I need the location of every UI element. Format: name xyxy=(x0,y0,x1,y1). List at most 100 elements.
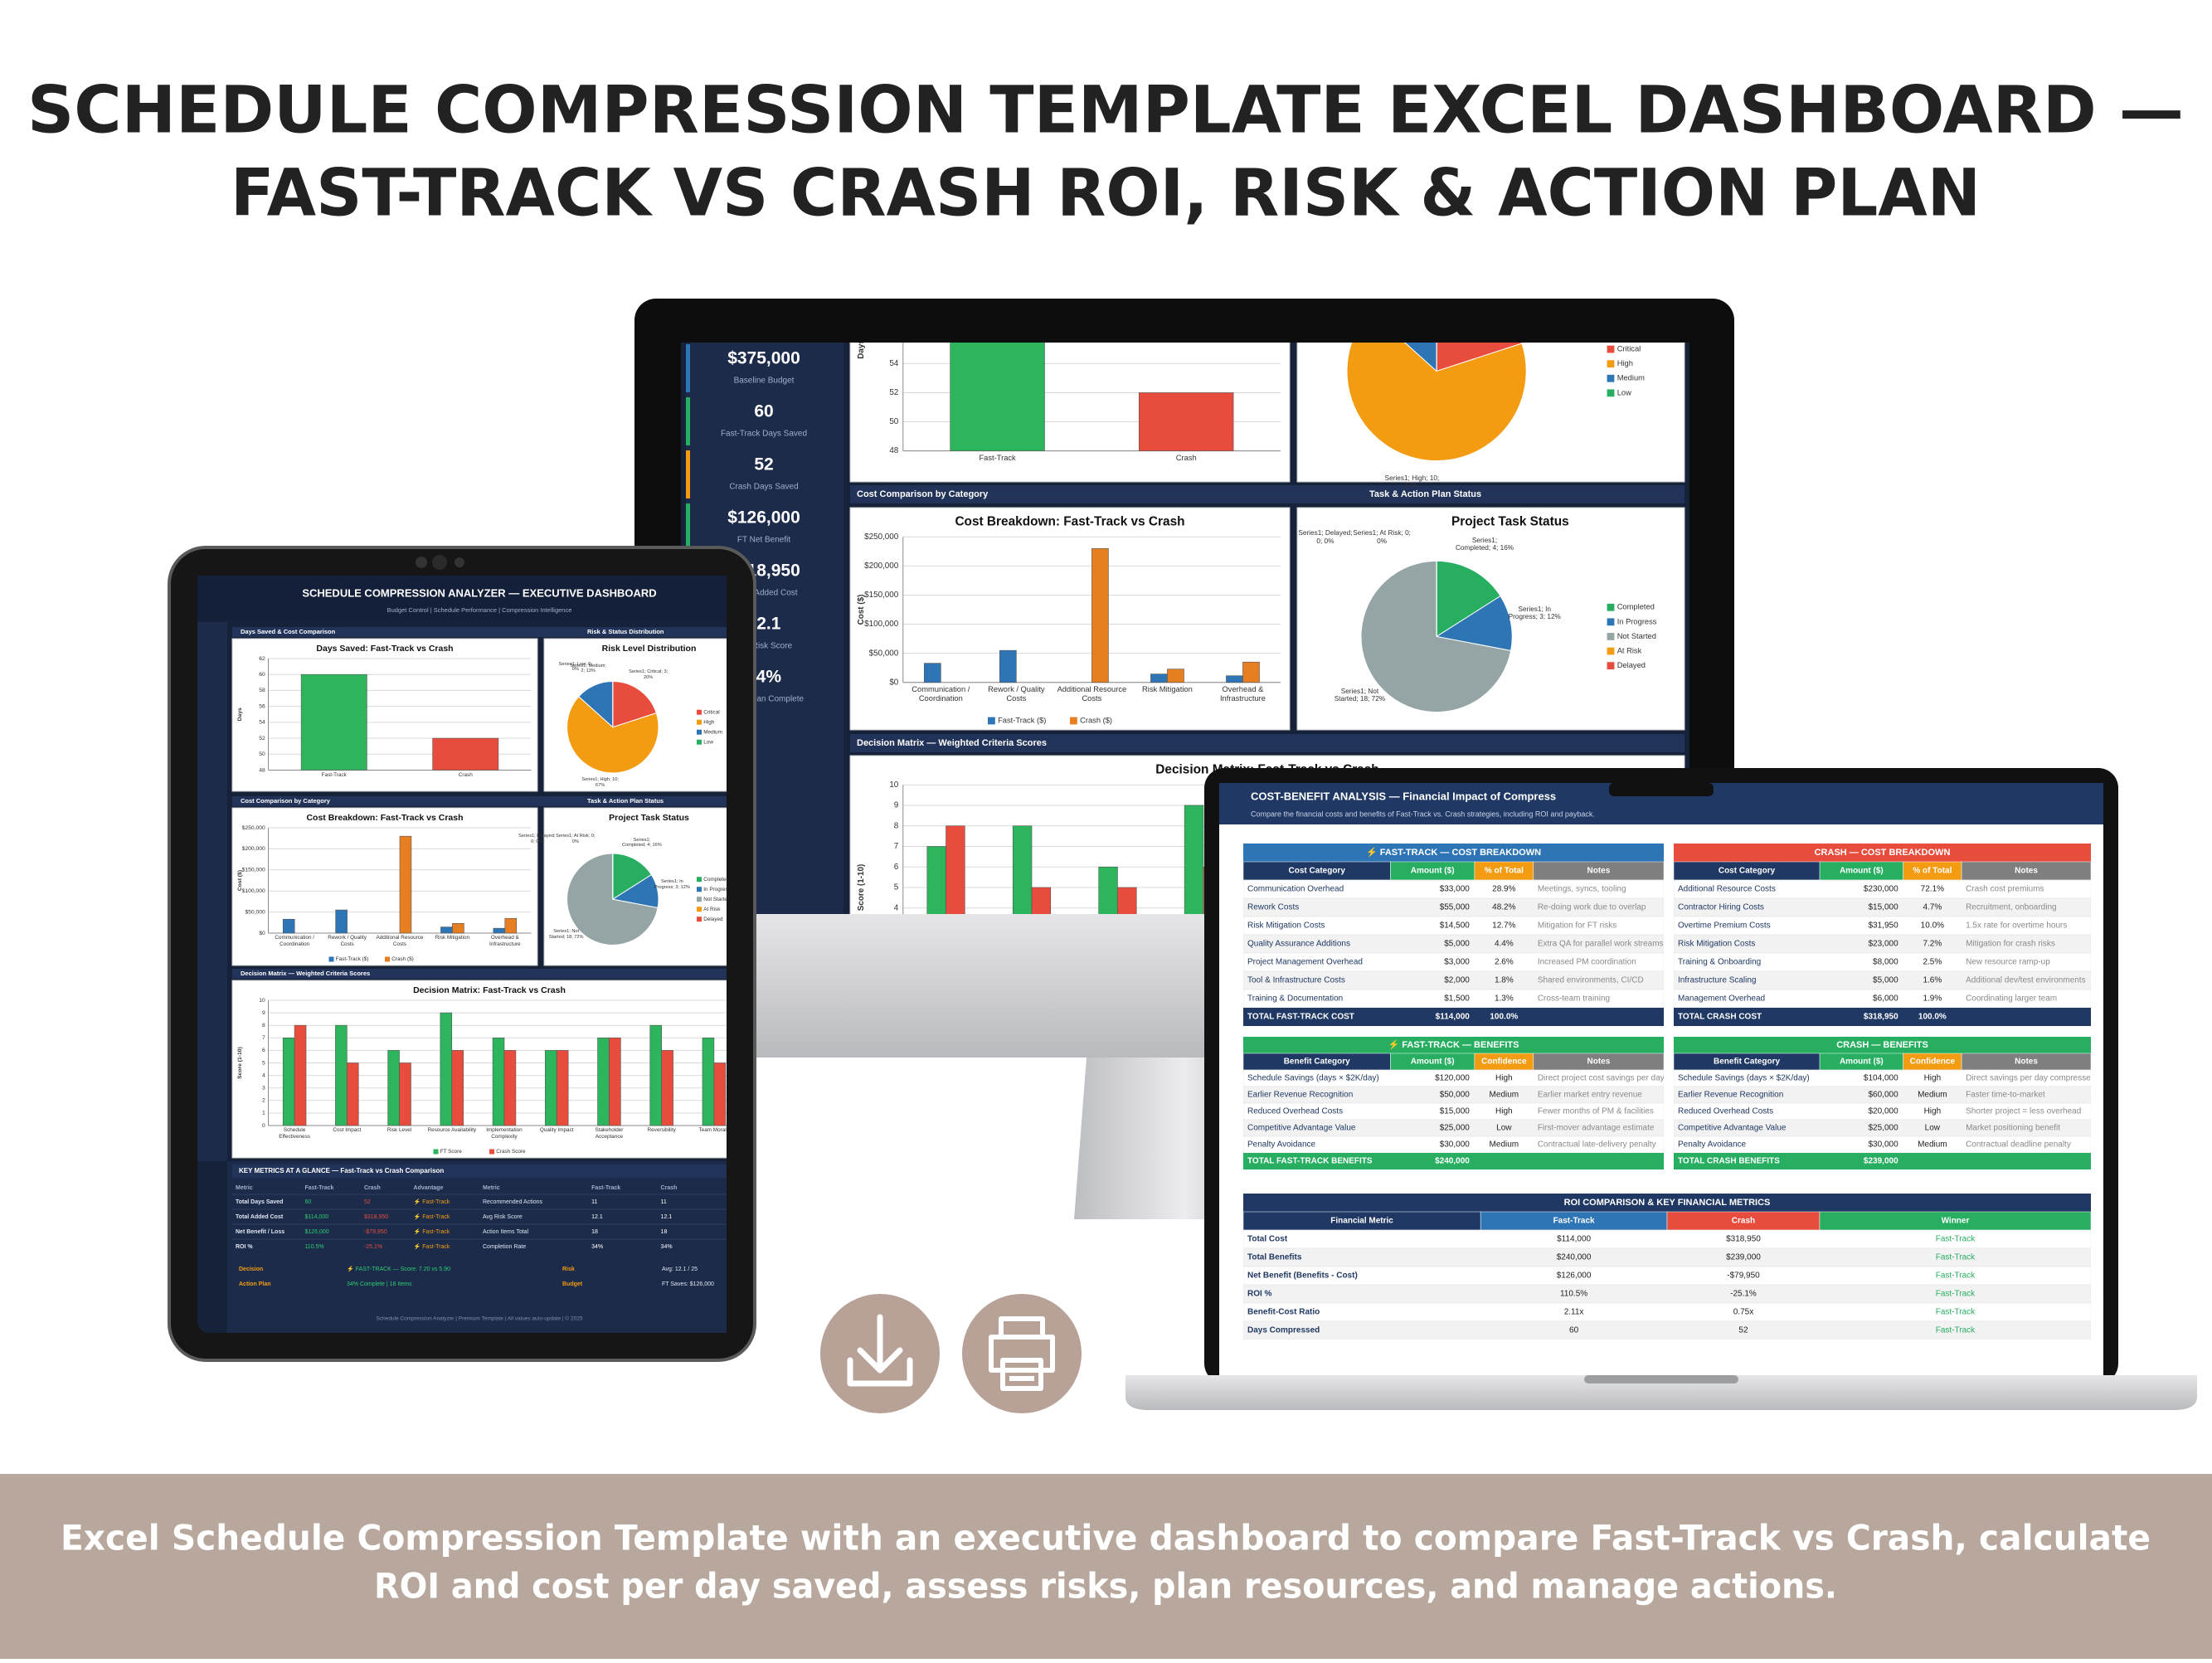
y-tick-label: 5 xyxy=(894,883,899,892)
table-cell: Earlier Revenue Recognition xyxy=(1678,1091,1783,1100)
table-cell: 2.6% xyxy=(1495,958,1514,967)
summary-cell: Action Plan xyxy=(239,1281,271,1287)
y-tick-label: 9 xyxy=(894,801,899,810)
pie-data-label-box: Series1; Not Started; 18; 72% xyxy=(1334,688,1385,703)
table-cell: Contractual deadline penalty xyxy=(1966,1140,2071,1150)
print-button[interactable] xyxy=(962,1294,1082,1413)
legend-label: High xyxy=(1617,359,1633,367)
y-tick-label: 7 xyxy=(894,842,899,851)
table-cell: Total Cost xyxy=(1247,1235,1288,1244)
table-cell: Benefit-Cost Ratio xyxy=(1247,1308,1320,1317)
kpi-label: FT Net Benefit xyxy=(737,536,791,545)
table-title-bar xyxy=(1243,844,1664,862)
section-title: Days Saved & Cost Comparison xyxy=(241,628,336,635)
table-cell: Tool & Infrastructure Costs xyxy=(1247,976,1345,985)
metrics-cell: ⚡ Fast-Track xyxy=(414,1228,450,1235)
kpi-stripe xyxy=(686,503,690,552)
pie-data-label-box: Series1; Medium; 2; 13% xyxy=(1359,250,1417,284)
table-cell: 10.0% xyxy=(1921,921,1944,931)
y-tick-label: $150,000 xyxy=(242,868,265,873)
x-tick-label-box: Quality Impact xyxy=(540,1127,574,1133)
dashboard-header xyxy=(197,576,727,620)
legend-swatch xyxy=(988,717,995,725)
bar xyxy=(335,909,348,934)
table-cell: $55,000 xyxy=(1440,903,1471,912)
kpi-value: $375,000 xyxy=(727,349,800,368)
footer-line: ROI and cost per day saved, assess risks… xyxy=(374,1566,1837,1607)
pie-data-label: Series1; Delayed; 0; 0% xyxy=(518,834,556,844)
table-cell: $5,000 xyxy=(1444,940,1470,949)
legend-swatch xyxy=(1607,389,1615,397)
total-row xyxy=(1674,1153,2091,1169)
y-axis-label: Cost ($) xyxy=(857,595,866,625)
header-label: Fast-Track xyxy=(1553,1217,1595,1226)
table-cell: Coordinating larger team xyxy=(1966,994,2057,1004)
header-label: Benefit Category xyxy=(1284,1058,1350,1067)
tablet-camera xyxy=(432,555,447,570)
table-cell: $240,000 xyxy=(1435,1157,1470,1166)
x-tick-label-box: Additional Resource Costs xyxy=(377,935,424,946)
table-cell: $30,000 xyxy=(1868,1140,1898,1150)
bar xyxy=(451,1050,464,1126)
bar xyxy=(556,1050,569,1126)
x-tick-label-box: Communication / Coordination xyxy=(912,685,970,703)
y-axis-label: Cost ($) xyxy=(237,870,243,891)
pie-data-label-box: Series1; At Risk; 0; 0% xyxy=(556,834,595,844)
legend-swatch xyxy=(1607,345,1615,353)
table-cell: -25.1% xyxy=(1730,1290,1757,1299)
x-tick-label: Cost Impact xyxy=(333,1127,362,1134)
section-bar xyxy=(232,627,727,637)
table-title-bar xyxy=(1243,1194,2091,1212)
pie-data-label-box: Series1; In Progress; 3; 12% xyxy=(654,879,690,889)
download-icon[interactable] xyxy=(847,1314,913,1387)
x-tick-label: Rework / Quality Costs xyxy=(328,935,367,947)
table-cell: $104,000 xyxy=(1864,1074,1898,1083)
x-tick-label-box: Fast-Track xyxy=(979,454,1015,462)
table-cell: $3,000 xyxy=(1444,958,1470,967)
legend-label: Critical xyxy=(1617,345,1641,353)
x-tick-label: Overhead & Infrastructure xyxy=(489,935,521,947)
table-cell: ROI % xyxy=(1247,1290,1272,1299)
table-cell: Overtime Premium Costs xyxy=(1678,921,1771,931)
table-cell: Risk Mitigation Costs xyxy=(1678,940,1755,949)
bar xyxy=(545,1050,557,1126)
bar xyxy=(399,835,412,934)
table-cell: $239,000 xyxy=(1726,1253,1761,1262)
table-cell: 28.9% xyxy=(1492,885,1515,894)
legend-swatch xyxy=(697,719,702,725)
print-icon[interactable] xyxy=(989,1316,1055,1391)
table-cell: 2.11x xyxy=(1564,1308,1584,1317)
table-title: ⚡ FAST-TRACK — COST BREAKDOWN xyxy=(1366,847,1541,858)
y-tick-label: $150,000 xyxy=(864,591,899,600)
dashboard-title: SCHEDULE COMPRESSION ANALYZER — EXECUTIV… xyxy=(302,586,656,599)
table-cell: Additional Resource Costs xyxy=(1678,885,1776,894)
bar xyxy=(661,1050,673,1126)
legend-swatch xyxy=(1607,360,1615,368)
table-cell: $1,500 xyxy=(1444,994,1470,1004)
chart-title: Risk Level Distribution xyxy=(602,644,697,654)
table-cell: 2.5% xyxy=(1923,958,1942,967)
print-circle[interactable] xyxy=(962,1294,1082,1413)
table-cell: Competitive Advantage Value xyxy=(1247,1124,1356,1133)
bar xyxy=(923,663,941,683)
bar xyxy=(597,1037,610,1126)
table-cell: Training & Documentation xyxy=(1247,994,1343,1004)
x-tick-label: Overhead & Infrastructure xyxy=(1219,685,1266,703)
download-button[interactable] xyxy=(820,1294,940,1413)
pie-slice xyxy=(1360,560,1512,713)
table-cell: 4.7% xyxy=(1923,903,1942,912)
x-tick-label-box: Team Morale xyxy=(698,1127,727,1133)
y-tick-label: 48 xyxy=(889,446,898,455)
bar xyxy=(440,926,453,934)
kpi-value: $126,000 xyxy=(727,508,800,528)
table-cell: 110.5% xyxy=(1560,1290,1587,1299)
x-tick-label-box: Additional Resource Costs xyxy=(1057,685,1127,703)
table-cell: Fast-Track xyxy=(1936,1253,1976,1262)
header-label: Crash xyxy=(1732,1217,1755,1226)
summary-cell: Risk xyxy=(562,1267,575,1272)
table-cell: $33,000 xyxy=(1440,885,1471,894)
table-cell: TOTAL FAST-TRACK BENEFITS xyxy=(1247,1157,1373,1166)
legend-swatch xyxy=(697,897,702,902)
x-tick-label-box: Crash xyxy=(459,772,473,778)
legend-label: Fast-Track ($) xyxy=(336,956,369,962)
